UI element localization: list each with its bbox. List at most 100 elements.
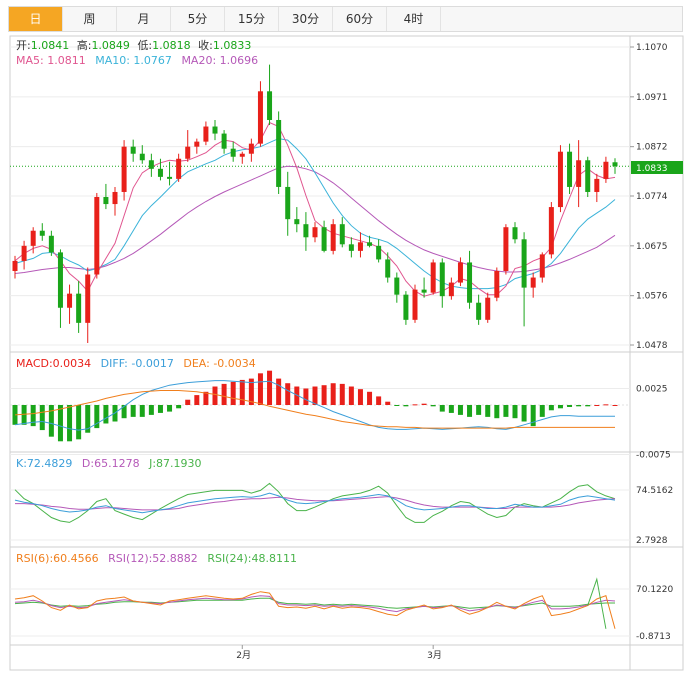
macd-bar [548, 405, 554, 411]
candle-body[interactable] [367, 242, 373, 246]
candle-body[interactable] [248, 143, 254, 154]
tab-3[interactable]: 5分 [171, 7, 225, 31]
low-value: 1.0818 [152, 39, 191, 52]
candle-body[interactable] [467, 262, 473, 303]
candle-body[interactable] [448, 282, 454, 297]
candle-body[interactable] [594, 178, 600, 192]
candle-body[interactable] [130, 146, 136, 154]
candle-body[interactable] [494, 271, 500, 298]
candle-body[interactable] [112, 191, 118, 205]
candle-body[interactable] [167, 176, 173, 179]
tab-6[interactable]: 60分 [333, 7, 387, 31]
candle-body[interactable] [57, 252, 63, 308]
candle-body[interactable] [85, 274, 91, 323]
ma5-value: MA5: 1.0811 [16, 54, 86, 67]
candle-body[interactable] [121, 146, 127, 192]
candle-body[interactable] [157, 168, 163, 177]
current-price-label: 1.0833 [636, 164, 668, 174]
x-tick-label: 2月 [236, 650, 251, 661]
candle-body[interactable] [503, 227, 509, 272]
candle-body[interactable] [294, 219, 300, 225]
candle-body[interactable] [21, 245, 27, 261]
candle-body[interactable] [321, 227, 327, 251]
candle-body[interactable] [212, 126, 218, 134]
macd-bar [494, 405, 500, 419]
tab-0[interactable]: 日 [9, 7, 63, 31]
candle-body[interactable] [339, 224, 345, 245]
candle-body[interactable] [330, 224, 336, 251]
candle-body[interactable] [185, 146, 191, 159]
candle-body[interactable] [539, 254, 545, 278]
macd-bar [203, 391, 209, 405]
candle-body[interactable] [612, 162, 618, 167]
candle-body[interactable] [412, 289, 418, 320]
candle-body[interactable] [521, 239, 527, 288]
candle-body[interactable] [76, 293, 82, 323]
tab-4[interactable]: 15分 [225, 7, 279, 31]
macd-bar [567, 405, 573, 407]
candle-body[interactable] [276, 119, 282, 187]
macd-bar [530, 405, 536, 427]
diff-value: DIFF: -0.0017 [101, 357, 174, 370]
candle-body[interactable] [67, 293, 73, 308]
candle-body[interactable] [421, 289, 427, 293]
candle-body[interactable] [512, 227, 518, 240]
macd-bar [121, 405, 127, 419]
candle-body[interactable] [94, 197, 100, 275]
candle-body[interactable] [239, 153, 245, 157]
candle-body[interactable] [376, 245, 382, 260]
candle-body[interactable] [257, 91, 263, 144]
macd-bar [103, 405, 109, 424]
candle-body[interactable] [230, 148, 236, 157]
candle-body[interactable] [357, 242, 363, 251]
candle-body[interactable] [203, 126, 209, 142]
candle-body[interactable] [103, 197, 109, 205]
candle-body[interactable] [139, 153, 145, 161]
macd-bar [48, 405, 54, 437]
macd-bar [476, 405, 482, 415]
candle-body[interactable] [394, 277, 400, 295]
candle-body[interactable] [476, 302, 482, 320]
candle-body[interactable] [385, 259, 391, 278]
candle-body[interactable] [548, 207, 554, 255]
candle-body[interactable] [439, 262, 445, 297]
candle-body[interactable] [48, 235, 54, 253]
candle-body[interactable] [585, 160, 591, 192]
macd-bar [221, 383, 227, 405]
macd-bar [403, 405, 409, 407]
candle-body[interactable] [567, 151, 573, 187]
candle-body[interactable] [312, 227, 318, 238]
candle-body[interactable] [530, 277, 536, 288]
tab-5[interactable]: 30分 [279, 7, 333, 31]
macd-bar [330, 383, 336, 405]
rsi6-line [14, 591, 616, 629]
candle-body[interactable] [30, 230, 36, 246]
macd-tick-label: -0.0075 [636, 451, 671, 461]
candle-body[interactable] [194, 141, 200, 147]
candle-body[interactable] [221, 133, 227, 149]
macd-bar [612, 405, 618, 406]
candle-body[interactable] [148, 160, 154, 169]
candle-body[interactable] [576, 160, 582, 187]
candle-body[interactable] [557, 151, 563, 208]
candle-body[interactable] [176, 158, 182, 179]
candle-body[interactable] [485, 297, 491, 320]
macd-bar [21, 405, 27, 425]
tab-7[interactable]: 4时 [387, 7, 441, 31]
tab-1[interactable]: 周 [63, 7, 117, 31]
candle-body[interactable] [403, 294, 409, 320]
macd-bar [339, 383, 345, 405]
candle-body[interactable] [430, 262, 436, 293]
candle-body[interactable] [12, 260, 18, 272]
price-tick-label: 1.0971 [636, 93, 668, 103]
candle-body[interactable] [303, 224, 309, 238]
candle-body[interactable] [39, 230, 45, 236]
tab-2[interactable]: 月 [117, 7, 171, 31]
candle-body[interactable] [457, 262, 463, 283]
macd-bar [276, 378, 282, 405]
candle-body[interactable] [267, 91, 273, 120]
candle-body[interactable] [603, 161, 609, 179]
candle-body[interactable] [348, 244, 354, 251]
candle-body[interactable] [285, 186, 291, 220]
